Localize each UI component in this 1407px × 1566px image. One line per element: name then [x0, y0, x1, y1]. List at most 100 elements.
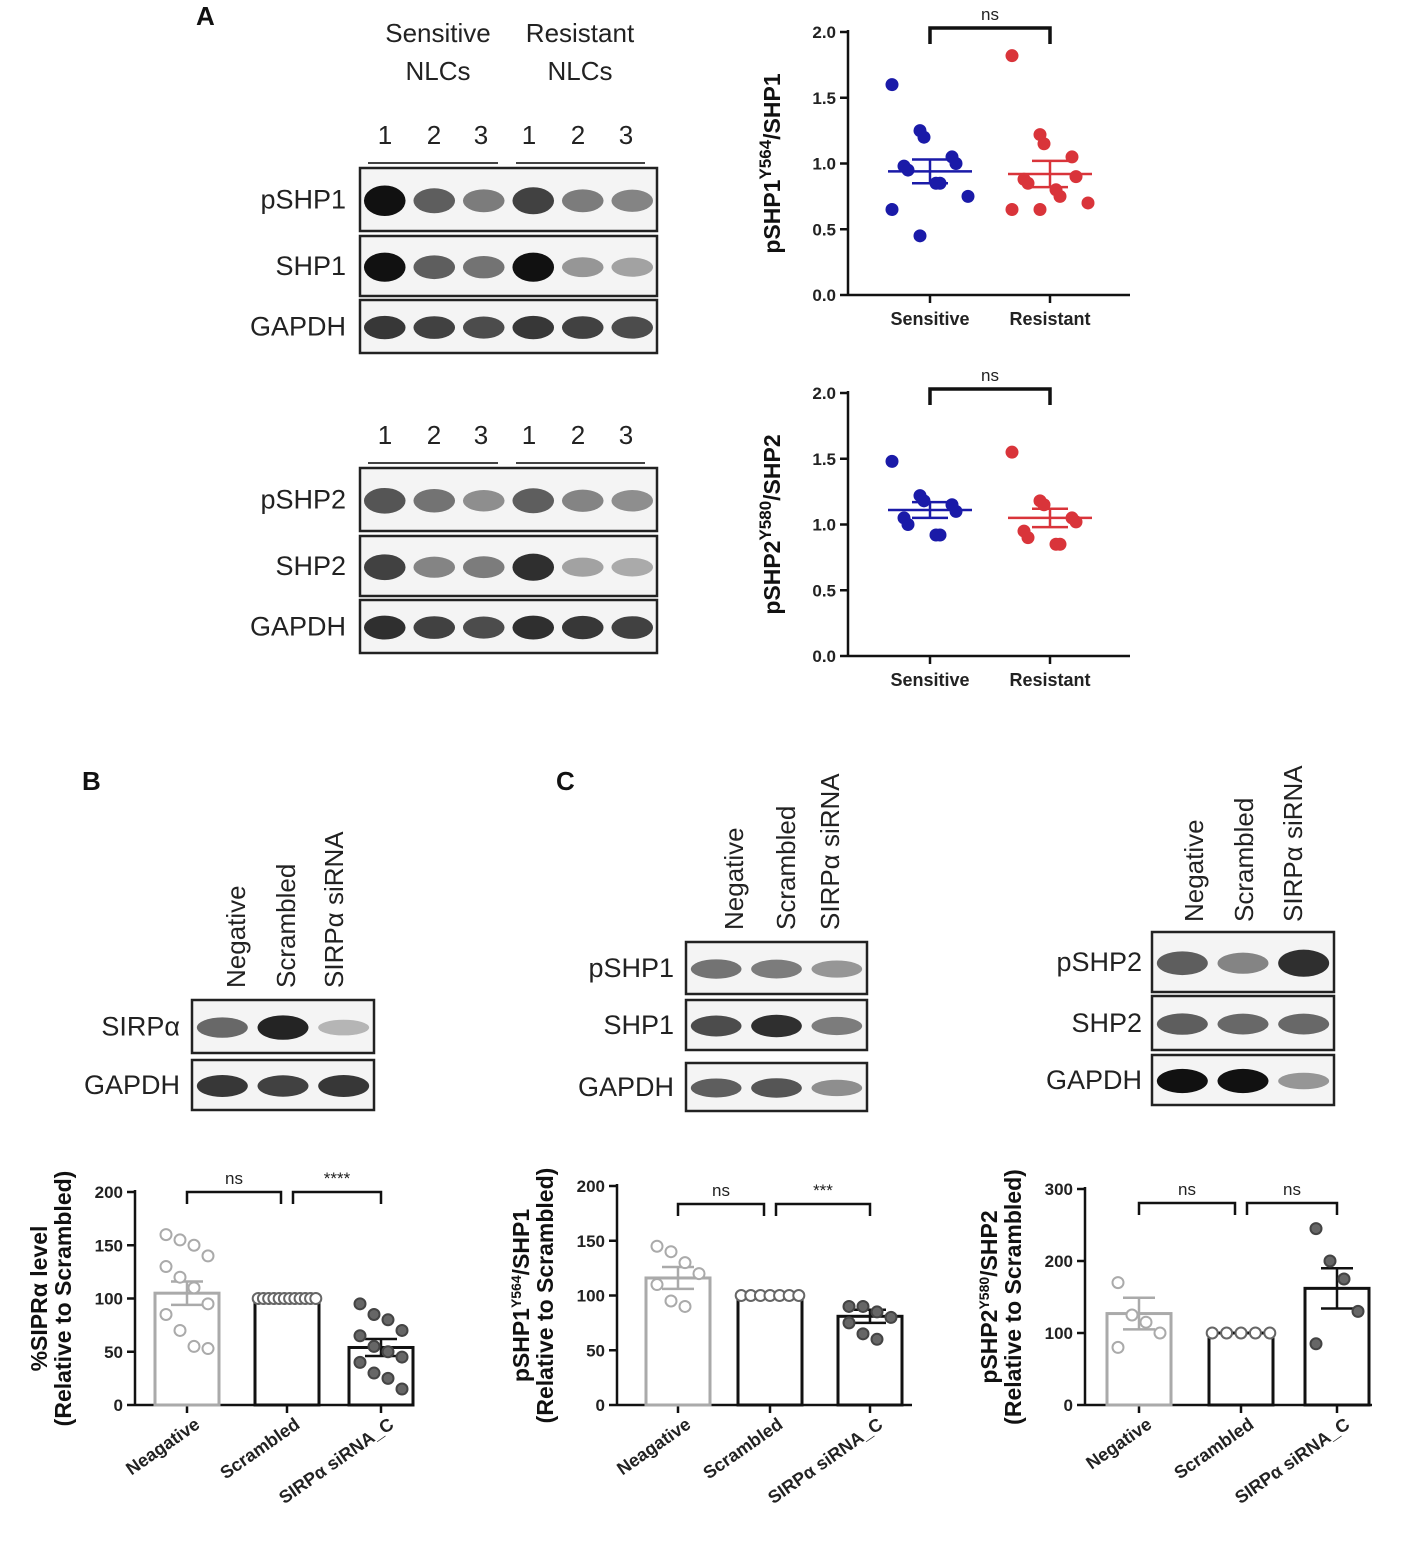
bar — [736, 1294, 804, 1407]
y-axis-title-sup: Y564 — [756, 139, 775, 179]
blot-strip: GAPDH — [578, 1061, 869, 1113]
lane-number: 1 — [522, 120, 536, 150]
blot-band — [363, 315, 406, 340]
blot-band — [512, 615, 555, 640]
data-point — [885, 78, 899, 92]
y-tick-label: 0 — [114, 1396, 123, 1415]
blot-frame — [358, 298, 659, 355]
blot-band — [611, 557, 654, 577]
data-point — [395, 1382, 409, 1396]
blot-band — [811, 960, 863, 978]
blot-strip: pSHP2 — [260, 466, 659, 533]
data-point — [692, 1267, 706, 1281]
data-point — [173, 1270, 187, 1284]
blot-band — [413, 188, 456, 214]
y-tick-label: 200 — [95, 1183, 123, 1202]
significance-bracket — [291, 1190, 383, 1204]
blot-band — [811, 1079, 863, 1097]
data-point — [159, 1228, 173, 1242]
y-axis-title: %SIPRα level — [26, 1226, 52, 1372]
y-tick-label: 0.5 — [812, 581, 836, 600]
bar — [253, 1297, 321, 1407]
blot-frame — [358, 466, 659, 533]
significance-label: ns — [225, 1169, 243, 1188]
data-point — [933, 528, 947, 542]
blot-strip: GAPDH — [84, 1058, 376, 1112]
lane-header: Scrambled — [271, 864, 301, 988]
y-tick-label: 1.0 — [812, 155, 836, 174]
panel-letter-a: A — [196, 1, 215, 31]
y-axis-title-rest: /SHP2 — [976, 1210, 1002, 1276]
data-point — [353, 1355, 367, 1369]
plot-a_bottom: 0.0 0.5 1.0 1.5 2.0 Sensitive Resistant pSHP2Y5… — [756, 366, 1130, 690]
blot-band — [611, 257, 654, 277]
blot-strip: SHP1 — [275, 234, 659, 298]
lane-number: 3 — [619, 120, 633, 150]
blot-band — [751, 1014, 802, 1038]
blot-band — [611, 616, 654, 639]
data-point — [1033, 203, 1047, 217]
y-axis-title-main: pSHP2 — [759, 541, 785, 615]
blot-frame — [358, 534, 659, 598]
y-axis-title-line2: (Relative to Scrambled) — [1000, 1169, 1026, 1425]
blot-band — [257, 1075, 309, 1097]
blot-band — [462, 616, 505, 639]
y-tick-label: 100 — [1045, 1324, 1073, 1343]
blot-band — [196, 1075, 248, 1097]
y-tick-label: 100 — [95, 1290, 123, 1309]
data-point — [1111, 1276, 1125, 1290]
blot-band — [1217, 952, 1269, 974]
x-category-label: Negative — [1082, 1414, 1155, 1473]
data-point — [173, 1233, 187, 1247]
data-point — [201, 1342, 215, 1356]
data-point — [1053, 189, 1067, 203]
significance-bracket — [774, 1202, 872, 1216]
data-point — [901, 163, 915, 177]
lane-number: 1 — [378, 120, 392, 150]
lane-header: SIRPα siRNA — [815, 773, 845, 930]
y-tick-label: 0 — [596, 1396, 605, 1415]
blot-band — [363, 487, 406, 514]
blot-frame — [358, 166, 659, 233]
blot-strip: GAPDH — [250, 598, 659, 655]
panel-letter-c: C — [556, 766, 575, 796]
data-point — [870, 1305, 884, 1319]
blot-band — [512, 553, 555, 581]
data-point — [201, 1249, 215, 1263]
significance-label: ns — [981, 366, 999, 385]
x-category-label: Scrambled — [216, 1414, 303, 1483]
lane-number: 2 — [427, 120, 441, 150]
y-tick-label: 100 — [577, 1287, 605, 1306]
data-point — [1263, 1326, 1277, 1340]
data-point — [1069, 170, 1083, 184]
y-tick-label: 150 — [95, 1236, 123, 1255]
blot-label: pSHP1 — [588, 953, 674, 983]
plot-a_top: 0.0 0.5 1.0 1.5 2.0 Sensitive Resistant pSHP1Y5… — [756, 5, 1130, 329]
y-tick-label: 1.0 — [812, 516, 836, 535]
significance-bracket — [928, 26, 1052, 44]
blot-label: pSHP2 — [260, 485, 346, 515]
blot-band — [318, 1075, 370, 1097]
blot-label: GAPDH — [84, 1070, 180, 1100]
data-point — [842, 1316, 856, 1330]
blot-band — [811, 1016, 863, 1036]
x-category-label: Sensitive — [890, 670, 969, 690]
group-header-sensitive: NLCs — [405, 56, 470, 86]
y-axis-title-rest: /SHP2 — [759, 434, 785, 500]
data-point — [1005, 445, 1019, 459]
panel-letter-b: B — [82, 766, 101, 796]
data-point — [885, 454, 899, 468]
blot-band — [363, 615, 406, 640]
blot-band — [512, 315, 555, 340]
y-tick-label: 50 — [586, 1341, 605, 1360]
blot-band — [196, 1017, 248, 1038]
lane-number: 3 — [474, 120, 488, 150]
blot-band — [413, 488, 456, 513]
data-point — [353, 1329, 367, 1343]
blot-strip: pSHP1 — [260, 166, 659, 233]
y-tick-label: 1.5 — [812, 450, 836, 469]
data-point — [678, 1299, 692, 1313]
data-point — [187, 1339, 201, 1353]
